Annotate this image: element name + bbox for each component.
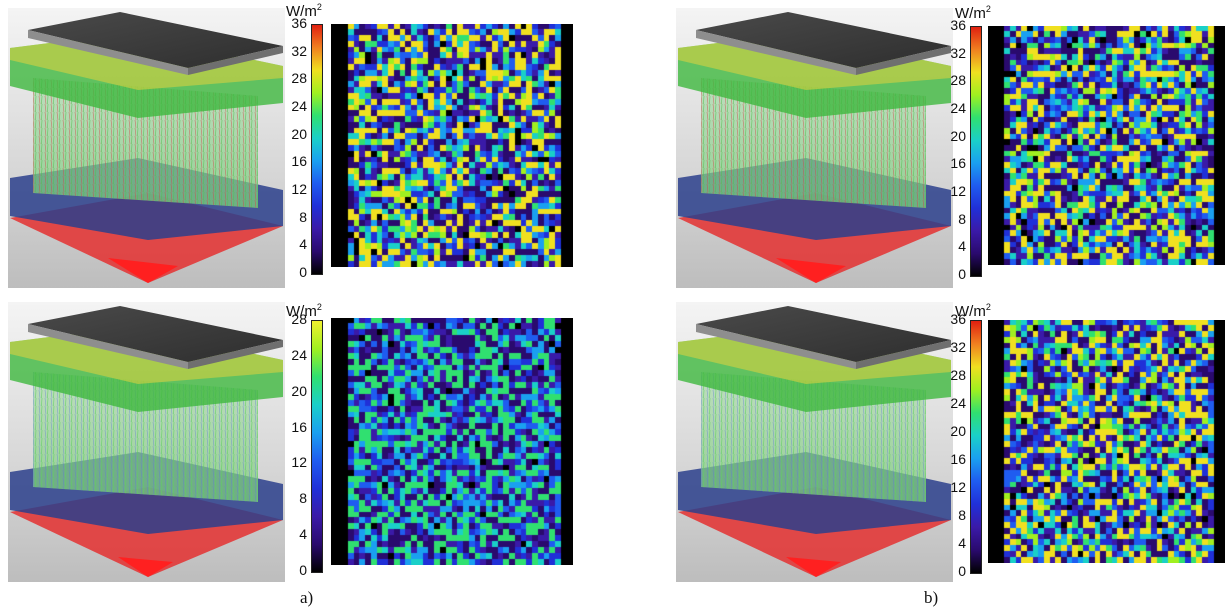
colorbar-tick-label: 28 bbox=[291, 311, 307, 327]
colorbar-tick-label: 0 bbox=[958, 266, 966, 282]
colorbar-tick-label: 4 bbox=[958, 238, 966, 255]
colorbar-tick-label: 20 bbox=[950, 127, 966, 144]
colorbar-tick-label: 28 bbox=[950, 72, 966, 89]
colorbar-tick-label: 32 bbox=[950, 339, 966, 355]
colorbar-unit-label: W/m2 bbox=[286, 302, 322, 320]
colorbar-tick-label: 8 bbox=[958, 507, 966, 523]
colorbar-tick-label: 24 bbox=[291, 346, 307, 363]
colorbar-tick-label: 36 bbox=[950, 311, 966, 327]
panel-b-bottom: W/m2 36 32 28 24 20 16 12 8 4 0 bbox=[668, 300, 1225, 585]
colorbar bbox=[311, 24, 323, 275]
colorbar-tick-label: 8 bbox=[299, 208, 307, 225]
subfigure-label-b: b) bbox=[924, 588, 939, 607]
ray-trace-render bbox=[8, 302, 285, 582]
ray-trace-render bbox=[8, 8, 285, 288]
irradiance-heatmap bbox=[331, 318, 573, 565]
colorbar-tick-label: 12 bbox=[950, 183, 966, 199]
irradiance-heatmap bbox=[331, 24, 573, 267]
colorbar-tick-label: 28 bbox=[950, 367, 966, 383]
ray-trace-render-graphic bbox=[8, 302, 285, 582]
colorbar-tick-label: 12 bbox=[291, 454, 307, 471]
colorbar-unit-label: W/m2 bbox=[955, 4, 991, 22]
subfigure-label-a: a) bbox=[300, 588, 314, 607]
colorbar-tick-label: 8 bbox=[958, 210, 966, 227]
colorbar-tick-label: 24 bbox=[291, 98, 307, 114]
colorbar-tick-label: 16 bbox=[291, 418, 307, 435]
panel-b-top: W/m2 36 32 28 24 20 16 12 8 4 0 bbox=[668, 0, 1225, 290]
colorbar-tick-label: 28 bbox=[291, 70, 307, 87]
ray-trace-render-graphic bbox=[676, 302, 953, 582]
colorbar-tick-label: 0 bbox=[299, 562, 307, 578]
colorbar-tick-label: 24 bbox=[950, 100, 966, 116]
colorbar-tick-label: 24 bbox=[950, 395, 966, 411]
colorbar-tick-label: 16 bbox=[950, 451, 966, 467]
colorbar-tick-label: 0 bbox=[299, 264, 307, 280]
colorbar-tick-label: 36 bbox=[950, 17, 966, 33]
panel-a-bottom: W/m2 28 24 20 16 12 8 4 0 bbox=[0, 300, 600, 585]
colorbar-unit-label: W/m2 bbox=[286, 2, 322, 20]
colorbar bbox=[970, 320, 982, 574]
colorbar-tick-label: 4 bbox=[299, 236, 307, 253]
colorbar-tick-label: 20 bbox=[291, 125, 307, 142]
colorbar bbox=[970, 26, 982, 277]
colorbar-tick-label: 4 bbox=[299, 526, 307, 543]
colorbar-tick-label: 20 bbox=[950, 423, 966, 439]
colorbar-tick-label: 20 bbox=[291, 382, 307, 399]
colorbar-tick-label: 16 bbox=[291, 153, 307, 170]
ray-trace-render-graphic bbox=[676, 8, 953, 288]
colorbar-tick-label: 16 bbox=[950, 155, 966, 172]
colorbar bbox=[311, 320, 323, 573]
colorbar-tick-label: 36 bbox=[291, 15, 307, 31]
colorbar-tick-label: 32 bbox=[950, 44, 966, 61]
colorbar-tick-label: 12 bbox=[950, 479, 966, 495]
panel-a-top: W/m2 36 32 28 24 20 16 12 8 4 0 bbox=[0, 0, 600, 290]
colorbar-unit-label: W/m2 bbox=[955, 302, 991, 320]
colorbar-tick-label: 8 bbox=[299, 490, 307, 507]
irradiance-heatmap bbox=[988, 320, 1225, 563]
ray-trace-render-graphic bbox=[8, 8, 285, 288]
colorbar-tick-label: 32 bbox=[291, 42, 307, 59]
ray-trace-render bbox=[676, 302, 953, 582]
colorbar-tick-label: 4 bbox=[958, 535, 966, 551]
ray-trace-render bbox=[676, 8, 953, 288]
colorbar-tick-label: 0 bbox=[958, 563, 966, 579]
colorbar-tick-label: 12 bbox=[291, 181, 307, 197]
irradiance-heatmap bbox=[988, 26, 1225, 265]
